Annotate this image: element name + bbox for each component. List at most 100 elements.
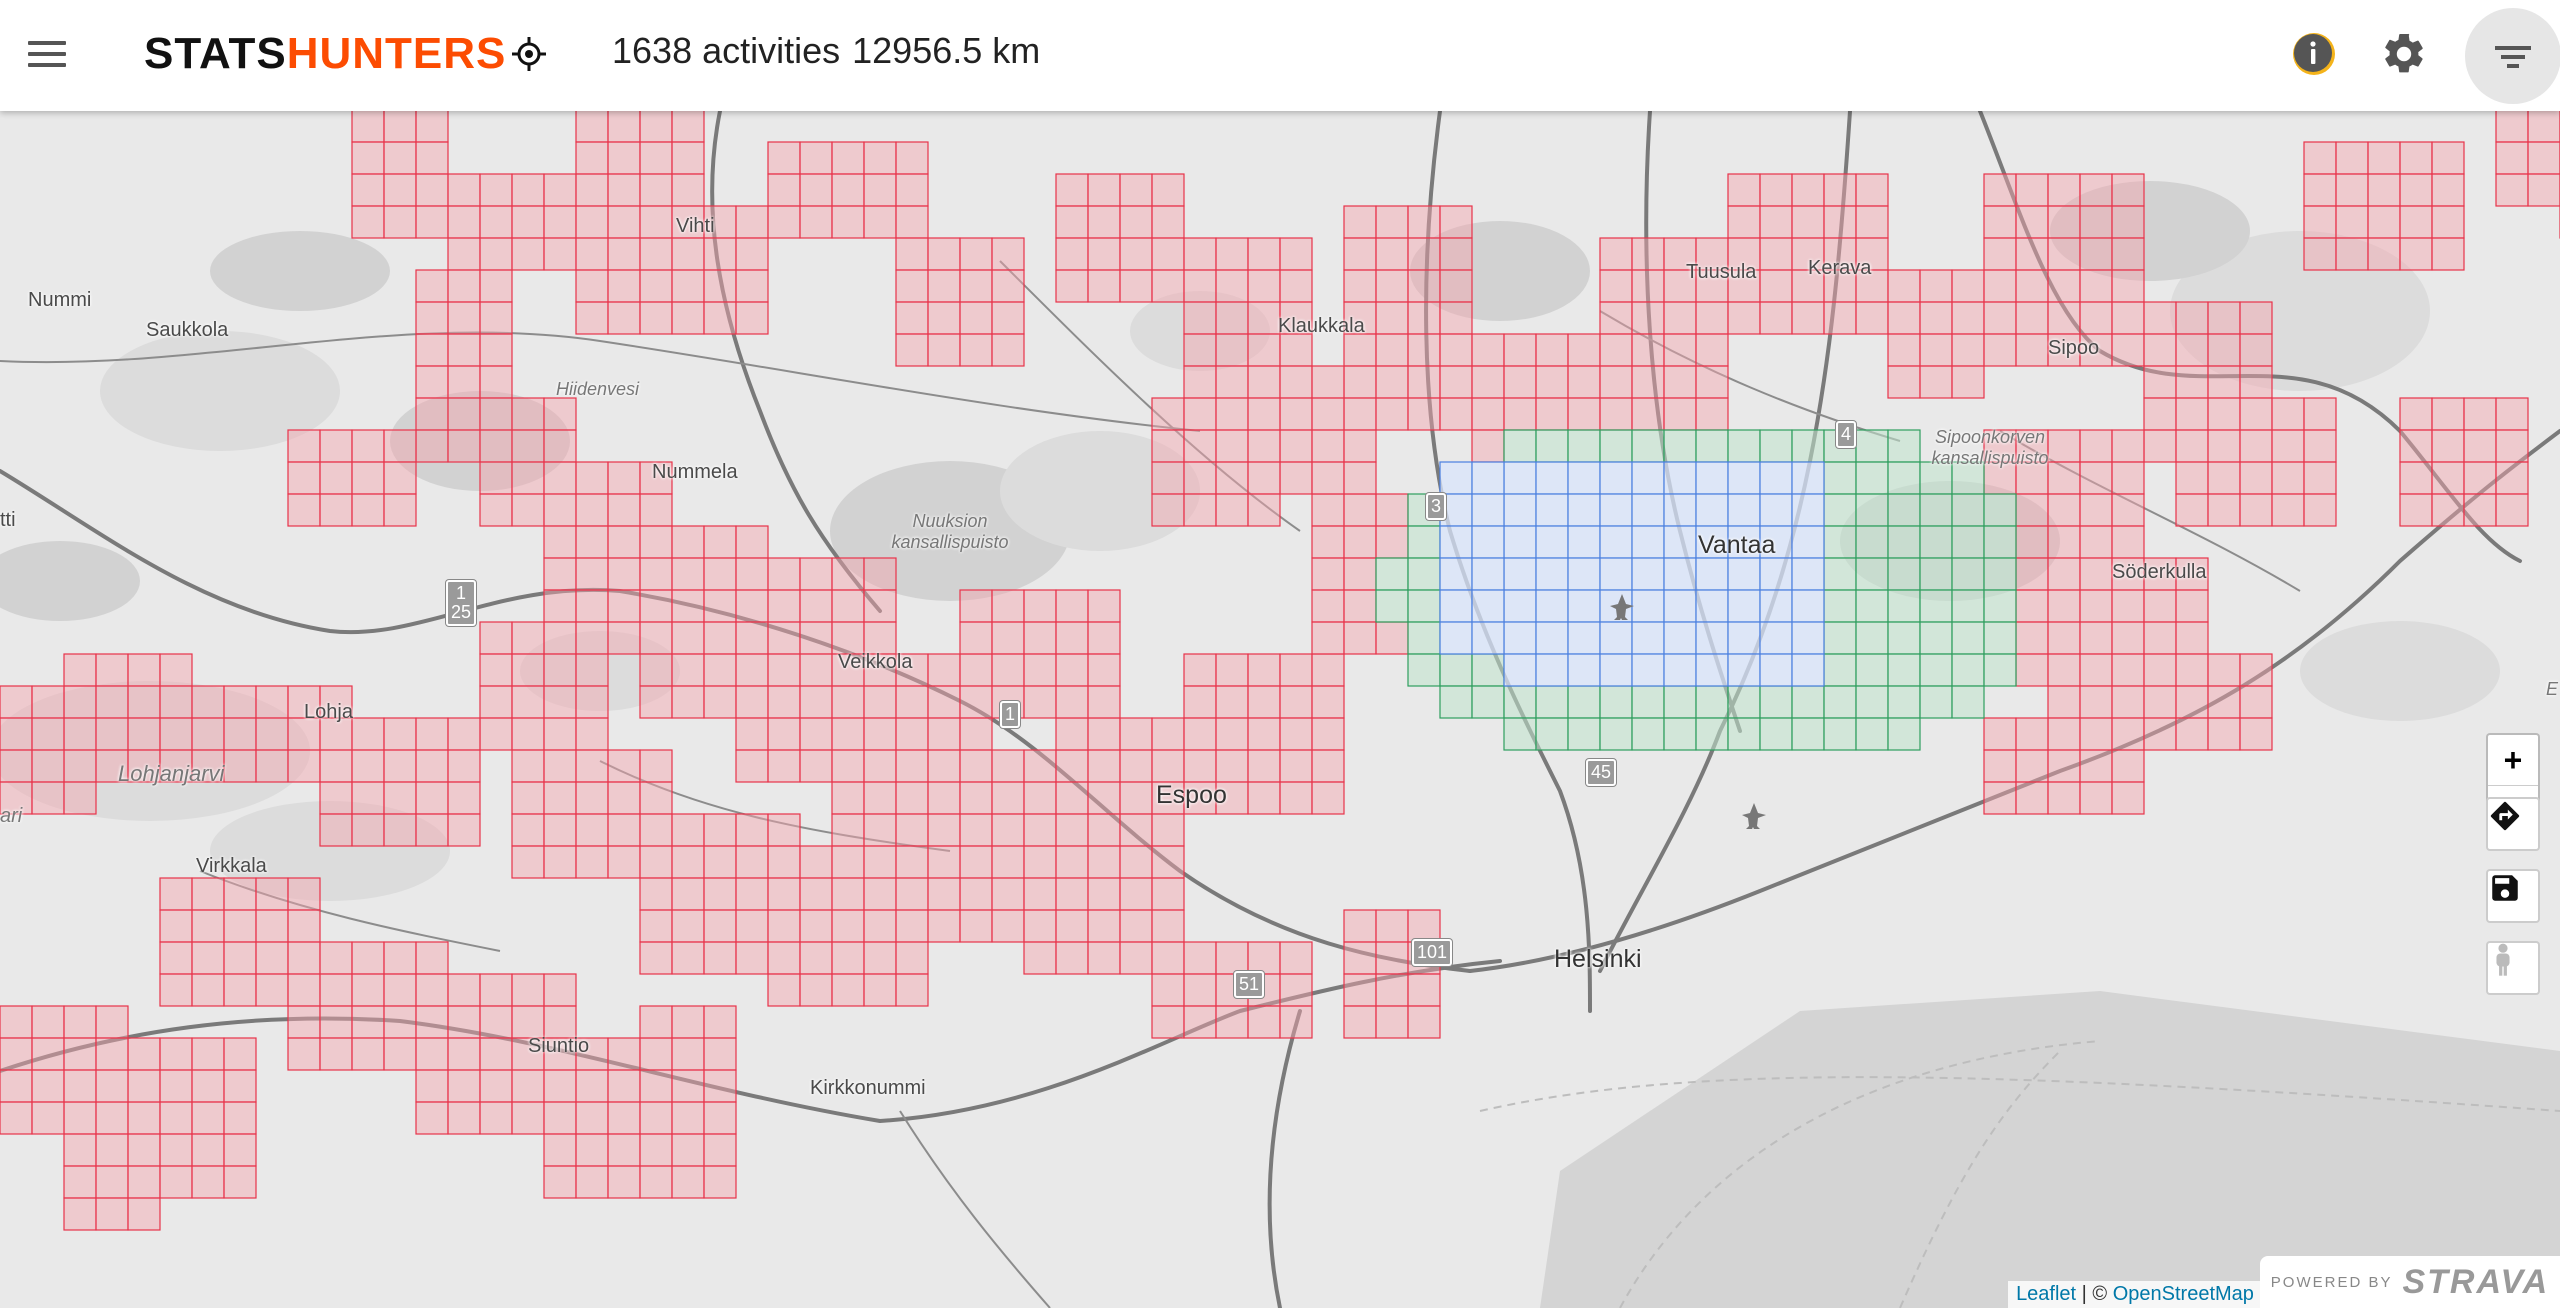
explored-tile	[799, 845, 833, 879]
explored-tile	[159, 909, 193, 943]
explored-tile	[1055, 205, 1089, 239]
explored-tile	[2367, 237, 2401, 271]
directions-button[interactable]	[2486, 797, 2540, 851]
explored-tile	[1183, 493, 1217, 527]
explored-tile	[2207, 717, 2241, 751]
explored-tile	[0, 1037, 33, 1071]
explored-tile	[2079, 333, 2113, 367]
explored-tile	[1279, 653, 1313, 687]
explored-tile	[287, 749, 321, 783]
explored-tile	[1407, 973, 1441, 1007]
activity-summary: 1638 activities 12956.5 km	[612, 30, 1040, 72]
explored-tile	[735, 621, 769, 655]
explored-tile	[1215, 749, 1249, 783]
settings-button[interactable]	[2380, 30, 2428, 78]
explored-tile	[191, 941, 225, 975]
explored-tile	[255, 973, 289, 1007]
explored-tile	[543, 397, 577, 431]
explored-tile	[1183, 653, 1217, 687]
app-logo[interactable]: STATS HUNTERS	[144, 26, 547, 82]
explored-tile	[1151, 749, 1185, 783]
explored-tile	[1471, 397, 1505, 431]
cluster-tile	[1983, 557, 2017, 591]
cluster-tile	[1887, 717, 1921, 751]
explored-tile	[703, 1165, 737, 1199]
explored-tile	[991, 653, 1025, 687]
explored-tile	[895, 973, 929, 1007]
explored-tile	[863, 205, 897, 239]
explored-tile	[191, 1101, 225, 1135]
explored-tile	[479, 365, 513, 399]
explored-tile	[1055, 685, 1089, 719]
max-square-tile	[1759, 493, 1793, 527]
explored-tile	[2463, 397, 2497, 431]
explored-tile	[895, 301, 929, 335]
airport-icon	[1610, 594, 1634, 620]
hamburger-line	[28, 63, 66, 67]
strava-badge[interactable]: POWERED BY STRAVA	[2260, 1256, 2560, 1308]
explored-tile	[63, 1005, 97, 1039]
cluster-tile	[1823, 461, 1857, 495]
explored-tile	[1759, 237, 1793, 271]
explored-tile	[1087, 845, 1121, 879]
explored-tile	[2047, 781, 2081, 815]
cluster-tile	[1567, 429, 1601, 463]
explored-tile	[639, 589, 673, 623]
explored-tile	[1151, 461, 1185, 495]
max-square-tile	[1695, 557, 1729, 591]
explored-tile	[31, 749, 65, 783]
cluster-tile	[1919, 493, 1953, 527]
explored-tile	[1343, 301, 1377, 335]
explored-tile	[479, 1005, 513, 1039]
explored-tile	[511, 781, 545, 815]
max-square-tile	[1471, 621, 1505, 655]
leaflet-link[interactable]: Leaflet	[2016, 1283, 2077, 1305]
zoom-in-button[interactable]: +	[2503, 742, 2523, 778]
explored-tile	[1631, 333, 1665, 367]
explored-tile	[319, 1037, 353, 1071]
map-view[interactable]: Nummi Saukkola Hiidenvesi Vihti Nummela …	[0, 111, 2560, 1308]
map-canvas[interactable]	[0, 111, 2560, 1308]
filter-button[interactable]	[2465, 8, 2560, 104]
explored-tile	[1215, 397, 1249, 431]
explored-tile	[991, 781, 1025, 815]
explored-tile	[735, 269, 769, 303]
explored-tile	[287, 877, 321, 911]
explored-tile	[2015, 589, 2049, 623]
menu-button[interactable]	[24, 30, 72, 78]
explored-tile	[639, 205, 673, 239]
explored-tile	[511, 1101, 545, 1135]
explored-tile	[1727, 205, 1761, 239]
explored-tile	[2207, 365, 2241, 399]
explored-tile	[1087, 877, 1121, 911]
max-square-tile	[1759, 557, 1793, 591]
top-bar: STATS HUNTERS 1638 activities 12956.5 km	[0, 0, 2560, 111]
cluster-tile	[1407, 557, 1441, 591]
explored-tile	[511, 717, 545, 751]
explored-tile	[223, 1037, 257, 1071]
save-button[interactable]	[2486, 869, 2540, 923]
max-square-tile	[1695, 525, 1729, 559]
explored-tile	[1151, 813, 1185, 847]
max-square-tile	[1631, 653, 1665, 687]
explored-tile	[31, 1101, 65, 1135]
explored-tile	[2111, 237, 2145, 271]
place-label: Söderkulla	[2112, 561, 2207, 583]
explored-tile	[1439, 237, 1473, 271]
explored-tile	[0, 1101, 33, 1135]
explored-tile	[1215, 461, 1249, 495]
street-view-button[interactable]	[2486, 941, 2540, 995]
explored-tile	[671, 589, 705, 623]
explored-tile	[2047, 589, 2081, 623]
explored-tile	[639, 1101, 673, 1135]
place-label: Nuuksion kansallispuisto	[891, 511, 1009, 552]
explored-tile	[2335, 173, 2369, 207]
info-button[interactable]	[2290, 30, 2338, 78]
cluster-tile	[1375, 557, 1409, 591]
explored-tile	[575, 205, 609, 239]
explored-tile	[1279, 717, 1313, 751]
explored-tile	[95, 685, 129, 719]
osm-link[interactable]: OpenStreetMap	[2112, 1283, 2254, 1305]
explored-tile	[767, 141, 801, 175]
explored-tile	[2367, 141, 2401, 175]
